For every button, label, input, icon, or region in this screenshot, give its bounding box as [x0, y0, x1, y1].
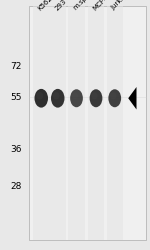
Ellipse shape: [70, 89, 83, 107]
Text: 55: 55: [10, 93, 22, 102]
Text: MCF-7: MCF-7: [92, 0, 111, 11]
Ellipse shape: [90, 89, 102, 107]
Text: 72: 72: [10, 62, 22, 71]
Bar: [33, 6, 50, 240]
Bar: [50, 6, 66, 240]
Text: 293: 293: [54, 0, 67, 11]
Text: 28: 28: [10, 182, 22, 191]
Text: K562: K562: [37, 0, 54, 11]
Ellipse shape: [108, 89, 121, 107]
Bar: [29, 6, 146, 240]
Text: 36: 36: [10, 146, 22, 154]
Ellipse shape: [36, 92, 43, 100]
Bar: [68, 6, 85, 240]
Bar: [88, 6, 104, 240]
Ellipse shape: [34, 89, 48, 108]
Ellipse shape: [91, 92, 98, 99]
Text: Jurkat: Jurkat: [111, 0, 129, 11]
Bar: [106, 6, 123, 240]
Ellipse shape: [72, 92, 78, 99]
Ellipse shape: [51, 89, 64, 108]
Ellipse shape: [110, 92, 116, 99]
Ellipse shape: [53, 92, 60, 100]
Polygon shape: [128, 87, 136, 110]
Text: m.spleen: m.spleen: [72, 0, 99, 11]
